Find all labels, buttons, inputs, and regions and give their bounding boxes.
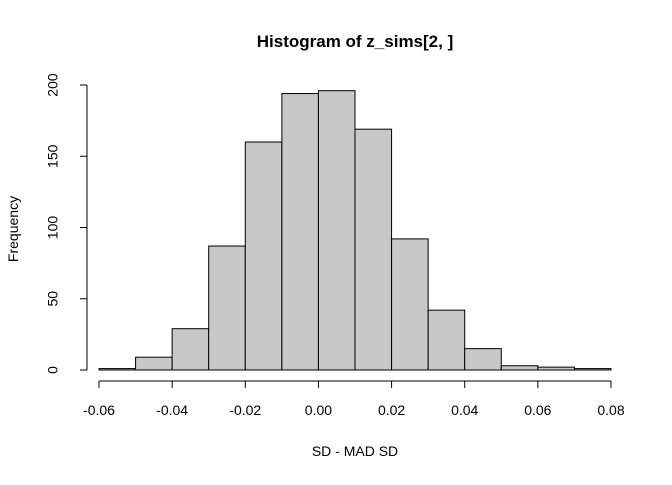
x-tick-label: 0.00 bbox=[305, 402, 332, 418]
y-axis: 0 50 100 150 200 bbox=[45, 73, 88, 374]
histogram-bar-1 bbox=[98, 368, 137, 371]
histogram-bar-7 bbox=[317, 90, 356, 371]
histogram-bar-3 bbox=[171, 328, 210, 371]
x-tick-label: -0.06 bbox=[83, 402, 115, 418]
y-tick-label: 0 bbox=[45, 366, 61, 374]
x-tick-label: 0.06 bbox=[524, 402, 551, 418]
x-tick-label: 0.08 bbox=[597, 402, 624, 418]
histogram-bar-13 bbox=[537, 366, 575, 371]
chart-title: Histogram of z_sims[2, ] bbox=[257, 32, 454, 51]
histogram-bar-11 bbox=[464, 348, 502, 371]
histogram-bar-10 bbox=[427, 309, 466, 371]
y-tick-label: 150 bbox=[45, 144, 61, 168]
x-axis: -0.06 -0.04 -0.02 0.00 0.02 0.04 0.06 0.08 bbox=[83, 380, 625, 418]
y-axis-label: Frequency bbox=[5, 196, 21, 262]
histogram-bar-6 bbox=[281, 93, 319, 371]
histogram-bar-9 bbox=[391, 238, 429, 371]
histogram-bar-2 bbox=[135, 356, 173, 371]
x-tick-label: 0.04 bbox=[451, 402, 478, 418]
histogram-bar-8 bbox=[354, 128, 393, 371]
x-tick-label: -0.02 bbox=[229, 402, 261, 418]
x-tick-label: 0.02 bbox=[378, 402, 405, 418]
y-tick-label: 200 bbox=[45, 73, 61, 97]
histogram-bars bbox=[98, 90, 612, 371]
histogram-bar-14 bbox=[573, 368, 612, 371]
y-tick-label: 50 bbox=[45, 291, 61, 307]
histogram-bar-4 bbox=[208, 245, 246, 371]
histogram-bar-5 bbox=[244, 141, 283, 371]
x-tick-label: -0.04 bbox=[156, 402, 188, 418]
x-axis-label: SD - MAD SD bbox=[312, 443, 398, 459]
y-tick-label: 100 bbox=[45, 216, 61, 240]
histogram-bar-12 bbox=[500, 365, 539, 371]
